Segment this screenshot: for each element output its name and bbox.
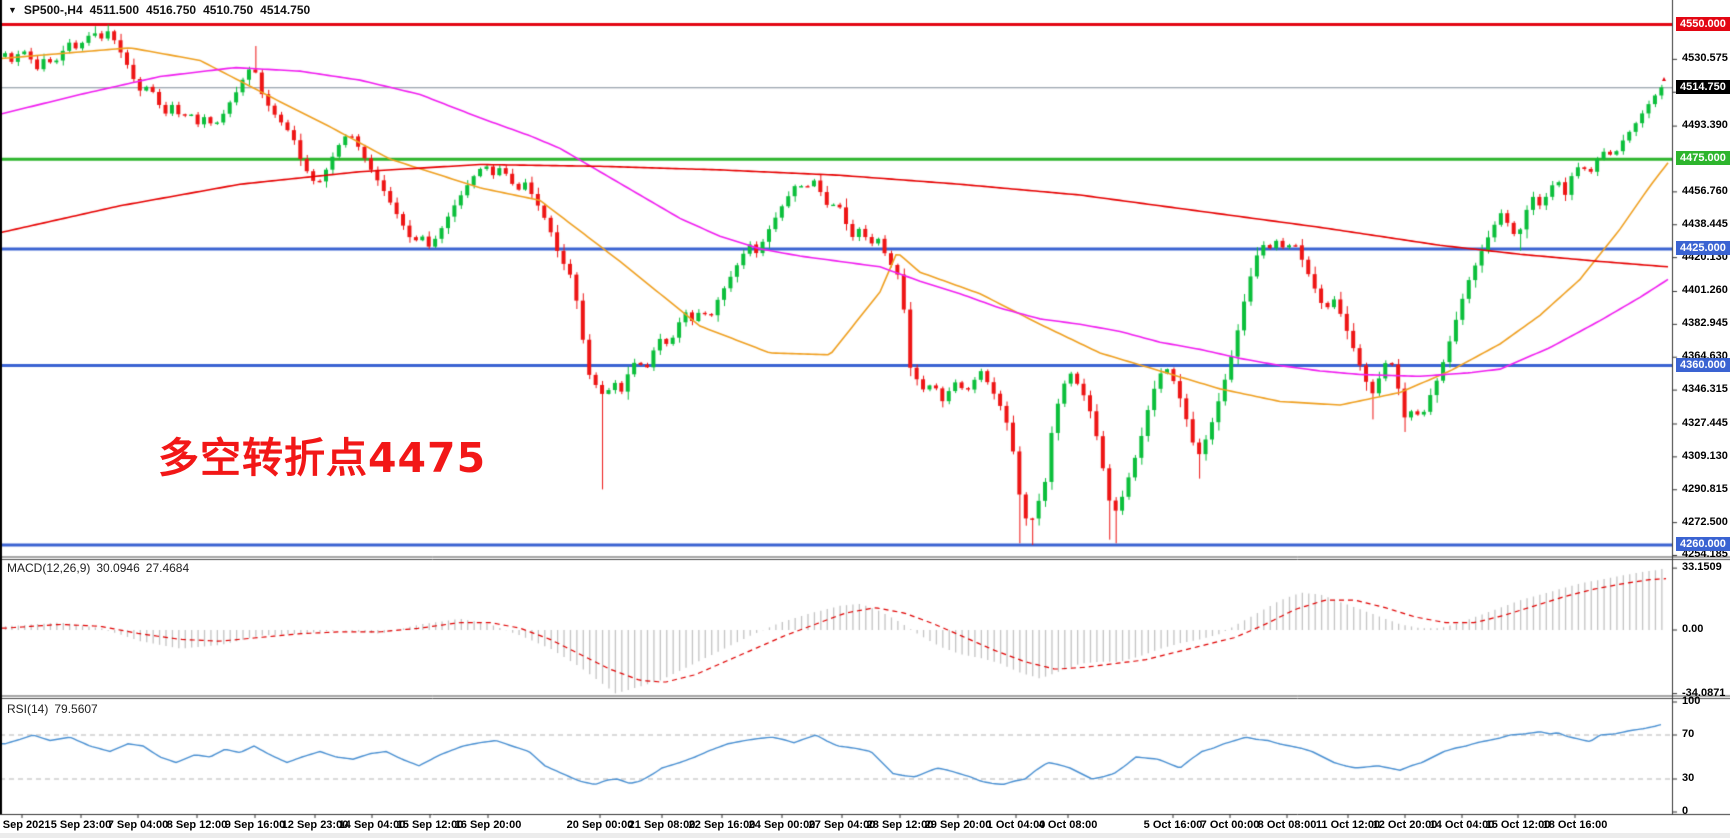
ohlc-low: 4510.750	[203, 3, 254, 17]
price-tick-label: 4254.185	[1682, 548, 1728, 561]
price-line-badge: 4425.000	[1676, 240, 1730, 255]
rsi-tick-label: 100	[1682, 695, 1701, 707]
price-tick-label: 4346.315	[1682, 383, 1728, 396]
time-tick-label: 14 Oct 04:00	[1429, 819, 1495, 831]
time-tick-label: 2 Sep 2021	[0, 819, 51, 831]
time-tick-label: 29 Sep 20:00	[924, 819, 992, 831]
time-tick-label: 20 Sep 00:00	[566, 819, 634, 831]
time-tick-label: 7 Oct 00:00	[1200, 819, 1260, 831]
annotation-text[interactable]: 多空转折点4475	[158, 434, 487, 482]
rsi-tick-label: 0	[1682, 805, 1689, 817]
ohlc-high: 4516.750	[146, 3, 197, 17]
time-tick-label: 8 Oct 08:00	[1257, 819, 1317, 831]
price-tick-label: 4438.445	[1682, 217, 1728, 230]
macd-name: MACD(12,26,9)	[7, 561, 91, 575]
time-tick-label: 7 Sep 04:00	[107, 819, 169, 831]
macd-indicator-label: MACD(12,26,9) 30.0946 27.4684	[7, 561, 189, 575]
time-tick-label: 11 Oct 12:00	[1315, 819, 1381, 831]
rsi-name: RSI(14)	[7, 702, 49, 716]
time-tick-label: 9 Sep 16:00	[224, 819, 286, 831]
time-tick-label: 18 Oct 16:00	[1542, 819, 1608, 831]
time-tick-label: 4 Oct 08:00	[1038, 819, 1098, 831]
ohlc-open: 4511.500	[89, 3, 140, 17]
symbol-dropdown-icon[interactable]: ▼	[8, 5, 17, 15]
price-tick-label: 4530.575	[1682, 52, 1728, 65]
macd-tick-label: 33.1509	[1682, 561, 1722, 574]
price-tick-label: 4382.945	[1682, 317, 1728, 330]
price-tick-label: 4493.390	[1682, 119, 1728, 132]
time-tick-label: 22 Sep 16:00	[688, 819, 756, 831]
time-tick-label: 24 Sep 00:00	[748, 819, 816, 831]
macd-tick-label: 0.00	[1682, 623, 1704, 635]
time-tick-label: 15 Sep 12:00	[396, 819, 464, 831]
time-tick-label: 21 Sep 08:00	[628, 819, 696, 831]
price-tick-label: 4272.500	[1682, 515, 1728, 528]
macd-main-value: 30.0946	[96, 561, 140, 575]
time-tick-label: 8 Sep 12:00	[166, 819, 228, 831]
price-tick-label: 4327.445	[1682, 416, 1728, 429]
symbol-period-label: SP500-,H4	[23, 3, 83, 17]
time-tick-label: 15 Oct 12:00	[1485, 819, 1551, 831]
rsi-indicator-label: RSI(14) 79.5607	[7, 702, 98, 716]
price-line-badge: 4260.000	[1676, 537, 1730, 552]
rsi-value: 79.5607	[54, 702, 98, 716]
price-line-badge: 4360.000	[1676, 357, 1730, 372]
rsi-tick-label: 70	[1682, 728, 1695, 740]
chart-header: ▼ SP500-,H4 4511.500 4516.750 4510.750 4…	[8, 3, 310, 17]
price-line-badge: 4475.000	[1676, 151, 1730, 166]
time-tick-label: 1 Oct 04:00	[986, 819, 1046, 831]
price-tick-label: 4290.815	[1682, 482, 1728, 495]
time-tick-label: 27 Sep 04:00	[808, 819, 876, 831]
price-tick-label: 4401.260	[1682, 284, 1728, 297]
price-line-badge: 4514.750	[1676, 79, 1730, 94]
ohlc-close: 4514.750	[260, 3, 311, 17]
bottom-strip	[0, 833, 1730, 838]
price-tick-label: 4309.130	[1682, 449, 1728, 462]
time-tick-label: 14 Sep 04:00	[338, 819, 406, 831]
time-tick-label: 12 Oct 20:00	[1372, 819, 1438, 831]
macd-signal-value: 27.4684	[145, 561, 190, 575]
time-tick-label: 28 Sep 12:00	[866, 819, 934, 831]
time-tick-label: 16 Sep 20:00	[454, 819, 522, 831]
time-tick-label: 12 Sep 23:00	[281, 819, 349, 831]
rsi-tick-label: 30	[1682, 772, 1695, 784]
macd-tick-label: -34.0871	[1682, 686, 1726, 699]
time-tick-label: 5 Sep 23:00	[50, 819, 112, 831]
time-tick-label: 5 Oct 16:00	[1143, 819, 1203, 831]
price-tick-label: 4456.760	[1682, 184, 1728, 197]
price-line-badge: 4550.000	[1676, 16, 1730, 31]
